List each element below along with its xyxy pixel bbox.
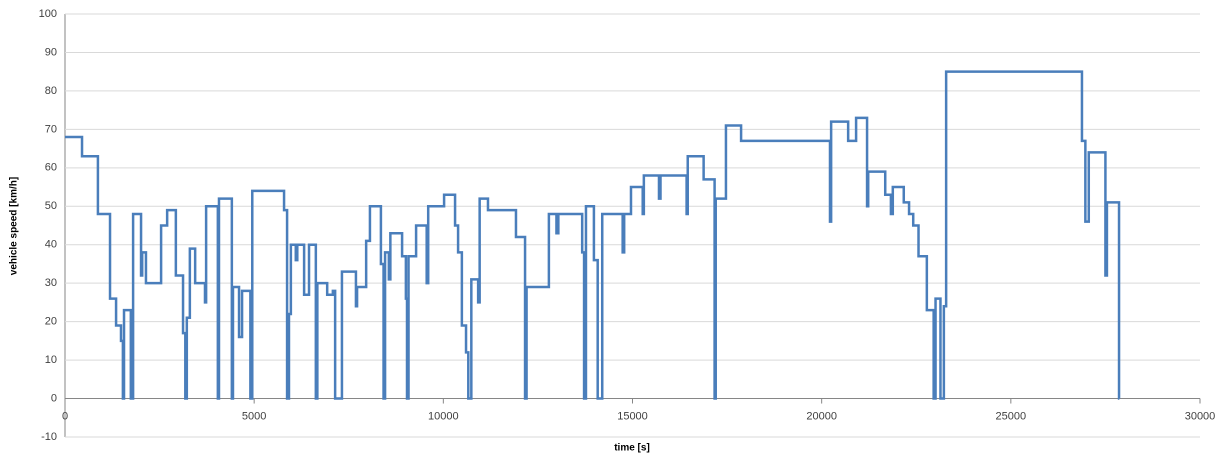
x-tick-label: 25000 (996, 410, 1027, 422)
y-tick-label: 80 (45, 85, 57, 97)
y-tick-label: 70 (45, 123, 57, 135)
y-tick-label: 60 (45, 162, 57, 174)
y-tick-label: 10 (45, 354, 57, 366)
y-tick-label: 30 (45, 277, 57, 289)
y-tick-label: 20 (45, 316, 57, 328)
y-tick-label: -10 (41, 431, 57, 443)
x-tick-label: 20000 (806, 410, 837, 422)
speed-line (65, 70, 1121, 400)
y-tick-label: 0 (51, 392, 57, 404)
y-tick-label: 90 (45, 46, 57, 58)
x-tick-label: 0 (62, 410, 68, 422)
y-tick-label: 50 (45, 200, 57, 212)
x-tick-label: 30000 (1185, 410, 1216, 422)
x-tick-label: 10000 (428, 410, 459, 422)
y-axis-title: vehicle speed [km/h] (9, 177, 20, 275)
x-tick-label: 15000 (617, 410, 648, 422)
x-tick-label: 5000 (242, 410, 266, 422)
x-axis-title: time [s] (614, 443, 650, 454)
y-tick-label: 100 (39, 8, 57, 20)
y-tick-label: 40 (45, 239, 57, 251)
